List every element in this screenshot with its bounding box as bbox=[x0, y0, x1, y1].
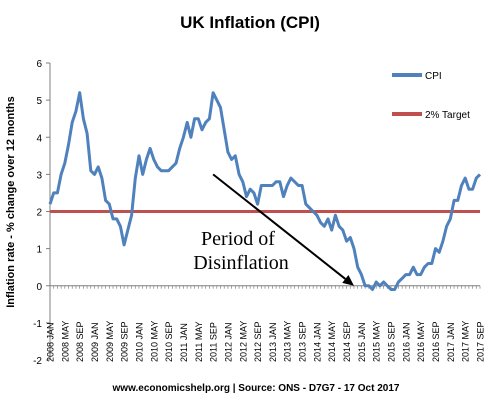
x-tick-label: 2008 MAY bbox=[60, 321, 70, 362]
x-tick-label: 2017 SEP bbox=[476, 321, 486, 362]
y-tick-label: 4 bbox=[36, 133, 42, 144]
series-cpi-line bbox=[48, 91, 482, 291]
x-tick-label: 2017 JAN bbox=[446, 322, 456, 362]
x-tick-label: 2009 SEP bbox=[120, 321, 130, 362]
y-tick-label: 6 bbox=[36, 59, 42, 70]
x-tick-label: 2015 MAY bbox=[372, 321, 382, 362]
x-tick-label: 2016 JAN bbox=[401, 322, 411, 362]
x-tick-label: 2016 SEP bbox=[431, 321, 441, 362]
x-tick-label: 2012 SEP bbox=[253, 321, 263, 362]
x-tick-label: 2013 MAY bbox=[283, 321, 293, 362]
x-tick-label: 2011 MAY bbox=[194, 321, 204, 362]
x-tick-label: 2017 MAY bbox=[461, 321, 471, 362]
x-tick-label: 2015 SEP bbox=[387, 321, 397, 362]
x-tick-label: 2012 JAN bbox=[223, 322, 233, 362]
y-tick-label: 2 bbox=[36, 208, 42, 219]
y-tick-label: 1 bbox=[36, 245, 42, 256]
y-ticks: -2 -1 0 1 2 3 4 5 6 bbox=[33, 59, 50, 367]
annotation-arrowhead bbox=[342, 275, 354, 286]
x-tick-label: 2009 JAN bbox=[90, 322, 100, 362]
x-tick-label: 2008 JAN bbox=[46, 322, 56, 362]
x-tick-label: 2008 SEP bbox=[75, 321, 85, 362]
annotation-line-1: Period of bbox=[201, 228, 275, 250]
x-tick-label: 2012 MAY bbox=[238, 321, 248, 362]
x-tick-label: 2011 JAN bbox=[179, 323, 189, 362]
series-layer bbox=[48, 91, 482, 291]
x-ticks: 2008 JAN 2008 MAY 2008 SEP 2009 JAN 2009 MAY… bbox=[46, 285, 486, 362]
annotation-line-2: Disinflation bbox=[193, 252, 289, 274]
legend: CPI 2% Target bbox=[392, 71, 470, 121]
y-tick-label: 0 bbox=[36, 282, 42, 293]
x-tick-label: 2010 JAN bbox=[134, 322, 144, 362]
x-tick-label: 2013 JAN bbox=[268, 322, 278, 362]
x-tick-label: 2011 SEP bbox=[209, 322, 219, 362]
y-tick-label: 3 bbox=[36, 170, 42, 181]
x-tick-label: 2014 SEP bbox=[342, 321, 352, 362]
annotation-arrow bbox=[212, 173, 346, 280]
x-tick-label: 2014 JAN bbox=[312, 322, 322, 362]
disinflation-annotation: Period of Disinflation bbox=[192, 173, 354, 286]
x-tick-label: 2010 SEP bbox=[164, 321, 174, 362]
y-tick-label: 5 bbox=[36, 96, 42, 107]
source-note: www.economicshelp.org | Source: ONS - D7… bbox=[112, 383, 400, 394]
y-tick-label: -1 bbox=[33, 319, 42, 330]
x-tick-label: 2015 JAN bbox=[357, 322, 367, 362]
chart-title: UK Inflation (CPI) bbox=[180, 13, 320, 32]
y-axis-label: Inflation rate - % change over 12 months bbox=[5, 96, 17, 308]
x-tick-label: 2016 MAY bbox=[416, 321, 426, 362]
y-tick-label: -2 bbox=[33, 356, 42, 367]
x-tick-label: 2014 MAY bbox=[327, 321, 337, 362]
x-tick-label: 2010 MAY bbox=[149, 321, 159, 362]
x-tick-label: 2013 SEP bbox=[298, 321, 308, 362]
legend-cpi-label: CPI bbox=[425, 71, 442, 82]
x-tick-label: 2009 MAY bbox=[105, 321, 115, 362]
legend-target-label: 2% Target bbox=[425, 110, 470, 121]
